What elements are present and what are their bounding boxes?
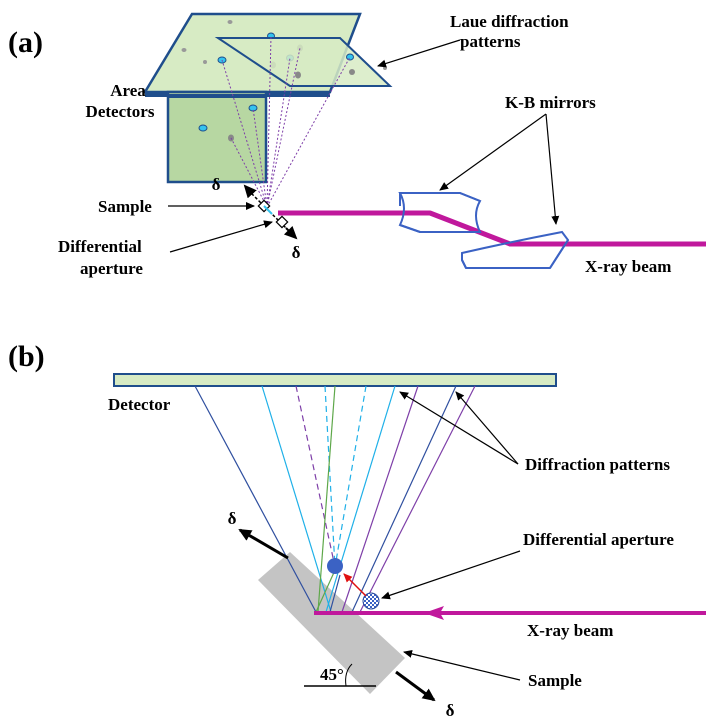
delta-bottom-a: δ — [292, 243, 301, 262]
aperture-position-solid — [327, 558, 343, 574]
panel-a-xray-beam — [278, 210, 706, 247]
panel-b: (b) Detector — [8, 340, 706, 720]
aperture-move-arrow — [343, 573, 367, 597]
label-kb-mirrors: K-B mirrors — [505, 93, 596, 112]
label-area-line2: Detectors — [86, 102, 155, 121]
panel-b-tag: (b) — [8, 340, 45, 373]
delta-top-a: δ — [212, 175, 221, 194]
label-sample-a: Sample — [98, 197, 152, 216]
panel-a: (a) — [8, 12, 706, 278]
label-angle: 45° — [320, 665, 344, 684]
angle-arc — [345, 663, 353, 687]
label-diff-line1: Differential — [58, 237, 142, 256]
panel-a-sample-assembly — [243, 184, 298, 240]
label-area-line1: Area — [110, 81, 146, 100]
kb-mirror-2 — [461, 230, 570, 269]
tilted-area-detector — [214, 37, 393, 87]
beam-direction-arrow — [424, 606, 444, 620]
delta-bottom-b: δ — [446, 701, 455, 720]
label-laue-line1: Laue diffraction — [450, 12, 569, 31]
label-sample-b: Sample — [528, 671, 582, 690]
front-area-detector — [166, 90, 268, 184]
detector-bar — [113, 373, 557, 387]
panel-b-diffraction-rays — [194, 385, 476, 613]
label-detector: Detector — [108, 395, 171, 414]
panel-a-tag: (a) — [8, 26, 43, 59]
panel-a-diffraction-rays — [221, 35, 351, 208]
label-diffraction-patterns: Diffraction patterns — [525, 455, 670, 474]
delta-top-b: δ — [228, 509, 237, 528]
label-xray-b: X-ray beam — [527, 621, 613, 640]
kb-mirror-1 — [398, 192, 482, 233]
label-laue-line2: patterns — [460, 32, 521, 51]
sample-slab — [258, 552, 405, 694]
label-differential-aperture: Differential aperture — [523, 530, 674, 549]
label-diff-line2: aperture — [80, 259, 143, 278]
label-xray-a: X-ray beam — [585, 257, 671, 276]
aperture-position-checker — [362, 592, 380, 610]
aperture-marker — [275, 215, 289, 229]
